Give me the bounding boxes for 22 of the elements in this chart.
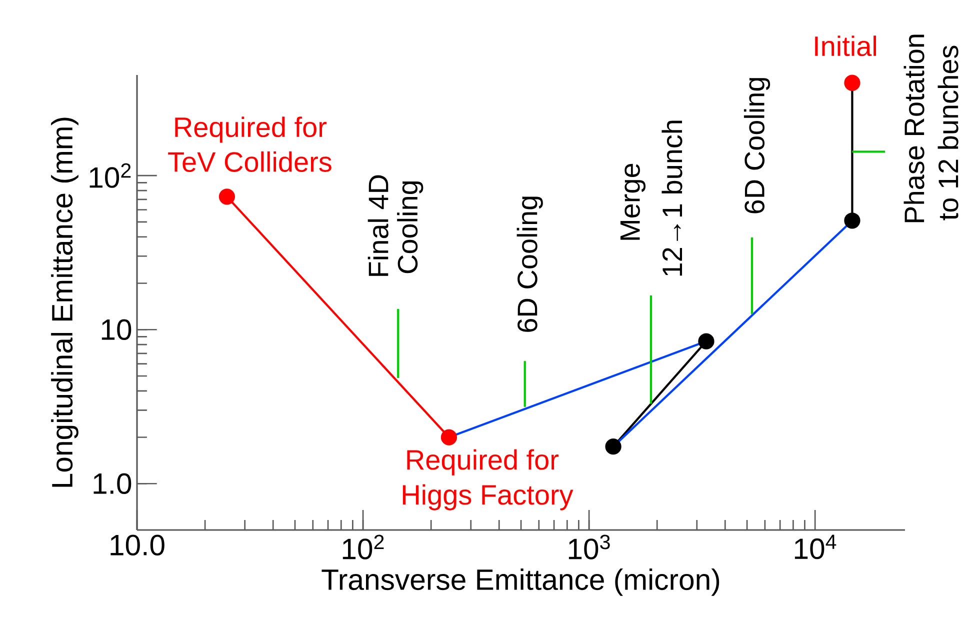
- y-tick-label: 1.0: [94, 473, 132, 494]
- x-tick-label: 10$^{3}$: [568, 534, 610, 560]
- annotation: Required for: [175, 116, 326, 143]
- x-tick-label: 10.0: [110, 534, 164, 556]
- annotation: Required for: [407, 449, 558, 476]
- annotation: 12→1 bunch: [662, 120, 682, 276]
- annotation: Final 4D: [368, 175, 388, 276]
- annotation: TeV Colliders: [168, 151, 332, 172]
- y-tick-label: 10: [102, 319, 132, 340]
- y-axis-title: Longitudinal Emittance (mm): [51, 118, 78, 487]
- y-tick-label: 10$^{2}$: [90, 163, 131, 188]
- annotation: to 12 bunches: [938, 46, 958, 220]
- x-axis-title: Transverse Emittance (micron): [322, 568, 720, 596]
- annotation: Merge: [620, 164, 646, 240]
- annotation: 6D Cooling: [744, 78, 770, 214]
- annotation: Initial: [815, 36, 876, 56]
- annotation: Higgs Factory: [402, 484, 574, 510]
- annotation: 6D Cooling: [516, 196, 543, 332]
- annotation: Cooling: [397, 181, 424, 274]
- x-tick-label: 10$^{4}$: [794, 534, 836, 560]
- annotation: Phase Rotation: [904, 34, 924, 222]
- x-tick-label: 10$^{2}$: [342, 534, 384, 560]
